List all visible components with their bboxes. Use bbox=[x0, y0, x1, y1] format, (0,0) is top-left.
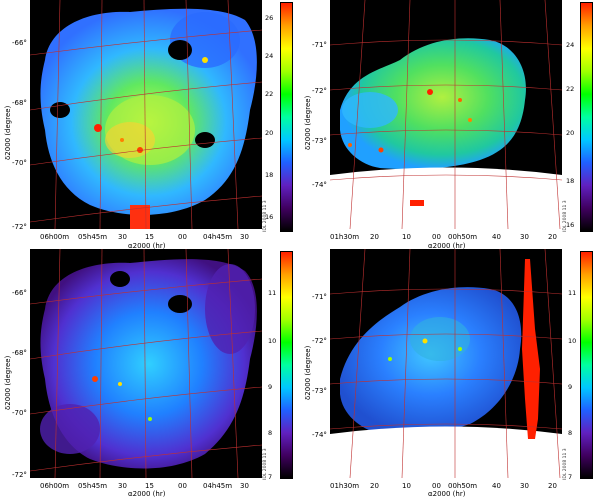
dec-tick-label: -68° bbox=[12, 349, 27, 357]
ra-tick-label: 10 bbox=[402, 482, 411, 490]
colorbar-tick: 22 bbox=[265, 90, 274, 98]
ra-tick-label: 01h30m bbox=[330, 233, 360, 241]
ra-tick-label: 04h45m bbox=[203, 233, 233, 241]
ra-tick-label: 00 bbox=[178, 482, 187, 490]
credit-label: IDL 2008 11 3 bbox=[563, 200, 568, 232]
ra-tick-label: 01h30m bbox=[330, 482, 360, 490]
colorbar-tick: 9 bbox=[568, 383, 573, 391]
x-axis-title: α2000 (hr) bbox=[428, 242, 466, 250]
dec-tick-label: -72° bbox=[12, 223, 27, 231]
dec-tick-label: -70° bbox=[12, 159, 27, 167]
dec-tick-label: -66° bbox=[12, 39, 27, 47]
ra-tick-label: 30 bbox=[520, 482, 529, 490]
colorbar-tick: 20 bbox=[566, 129, 575, 137]
colorbar-tick: 8 bbox=[568, 429, 573, 437]
colorbar-tick: 10 bbox=[568, 337, 577, 345]
ra-tick-label: 15 bbox=[145, 233, 154, 241]
colorbar-tick: 7 bbox=[568, 473, 573, 481]
x-axis-title: α2000 (hr) bbox=[428, 490, 466, 498]
dec-tick-label: -74° bbox=[312, 431, 327, 439]
colorbar bbox=[580, 251, 593, 479]
dec-tick-label: -66° bbox=[12, 289, 27, 297]
ra-tick-label: 40 bbox=[492, 482, 501, 490]
dec-tick-label: -68° bbox=[12, 99, 27, 107]
colorbar-tick: 16 bbox=[566, 221, 575, 229]
credit-label: IDL 2008 11 3 bbox=[263, 200, 268, 232]
lmc-column-density-map bbox=[30, 0, 262, 229]
colorbar-tick: 16 bbox=[265, 213, 274, 221]
colorbar-tick: 18 bbox=[566, 177, 575, 185]
map-image bbox=[330, 0, 562, 229]
x-axis-title: α2000 (hr) bbox=[128, 490, 166, 498]
ra-tick-label: 30 bbox=[240, 482, 249, 490]
credit-label: IDL 2008 11 3 bbox=[263, 448, 268, 480]
colorbar-tick: 24 bbox=[566, 41, 575, 49]
map-image bbox=[30, 0, 262, 229]
ra-tick-label: 00h50m bbox=[448, 233, 478, 241]
map-image bbox=[30, 249, 262, 478]
ra-tick-label: 40 bbox=[492, 233, 501, 241]
colorbar-tick: 22 bbox=[566, 85, 575, 93]
ra-tick-label: 20 bbox=[548, 482, 557, 490]
dec-tick-label: -73° bbox=[312, 387, 327, 395]
map-image bbox=[330, 249, 562, 478]
colorbar bbox=[580, 2, 593, 232]
ra-tick-label: 20 bbox=[548, 233, 557, 241]
colorbar-tick: 8 bbox=[268, 429, 273, 437]
ra-tick-label: 20 bbox=[370, 233, 379, 241]
colorbar-tick: 9 bbox=[268, 383, 273, 391]
x-axis-title: α2000 (hr) bbox=[128, 242, 166, 250]
colorbar bbox=[280, 251, 293, 479]
dec-tick-label: -70° bbox=[12, 409, 27, 417]
y-axis-title: δ2000 (degree) bbox=[4, 355, 12, 410]
ra-tick-label: 10 bbox=[402, 233, 411, 241]
dec-tick-label: -72° bbox=[312, 337, 327, 345]
credit-label: IDL 2008 11 3 bbox=[563, 448, 568, 480]
ra-tick-label: 00 bbox=[432, 482, 441, 490]
colorbar bbox=[280, 2, 293, 232]
ra-tick-label: 04h45m bbox=[203, 482, 233, 490]
colorbar-tick: 24 bbox=[265, 52, 274, 60]
dec-tick-label: -72° bbox=[12, 471, 27, 479]
smc-column-density-map bbox=[330, 0, 562, 229]
lmc-secondary-map bbox=[30, 249, 262, 478]
ra-tick-label: 30 bbox=[118, 482, 127, 490]
colorbar-tick: 18 bbox=[265, 171, 274, 179]
colorbar-tick: 26 bbox=[265, 14, 274, 22]
dec-tick-label: -73° bbox=[312, 137, 327, 145]
colorbar-tick: 11 bbox=[268, 289, 277, 297]
ra-tick-label: 20 bbox=[370, 482, 379, 490]
ra-tick-label: 15 bbox=[145, 482, 154, 490]
y-axis-title: δ2000 (degree) bbox=[304, 95, 312, 150]
ra-tick-label: 06h00m bbox=[40, 482, 70, 490]
smc-secondary-map bbox=[330, 249, 562, 478]
ra-tick-label: 06h00m bbox=[40, 233, 70, 241]
ra-tick-label: 00 bbox=[432, 233, 441, 241]
colorbar-tick: 11 bbox=[568, 289, 577, 297]
dec-tick-label: -72° bbox=[312, 87, 327, 95]
dec-tick-label: -71° bbox=[312, 41, 327, 49]
dec-tick-label: -74° bbox=[312, 181, 327, 189]
ra-tick-label: 30 bbox=[240, 233, 249, 241]
y-axis-title: δ2000 (degree) bbox=[304, 345, 312, 400]
colorbar-tick: 10 bbox=[268, 337, 277, 345]
colorbar-tick: 7 bbox=[268, 473, 273, 481]
ra-tick-label: 05h45m bbox=[78, 233, 108, 241]
dec-tick-label: -71° bbox=[312, 293, 327, 301]
ra-tick-label: 30 bbox=[118, 233, 127, 241]
ra-tick-label: 05h45m bbox=[78, 482, 108, 490]
colorbar-tick: 20 bbox=[265, 129, 274, 137]
y-axis-title: δ2000 (degree) bbox=[4, 105, 12, 160]
ra-tick-label: 00 bbox=[178, 233, 187, 241]
ra-tick-label: 30 bbox=[520, 233, 529, 241]
ra-tick-label: 00h50m bbox=[448, 482, 478, 490]
